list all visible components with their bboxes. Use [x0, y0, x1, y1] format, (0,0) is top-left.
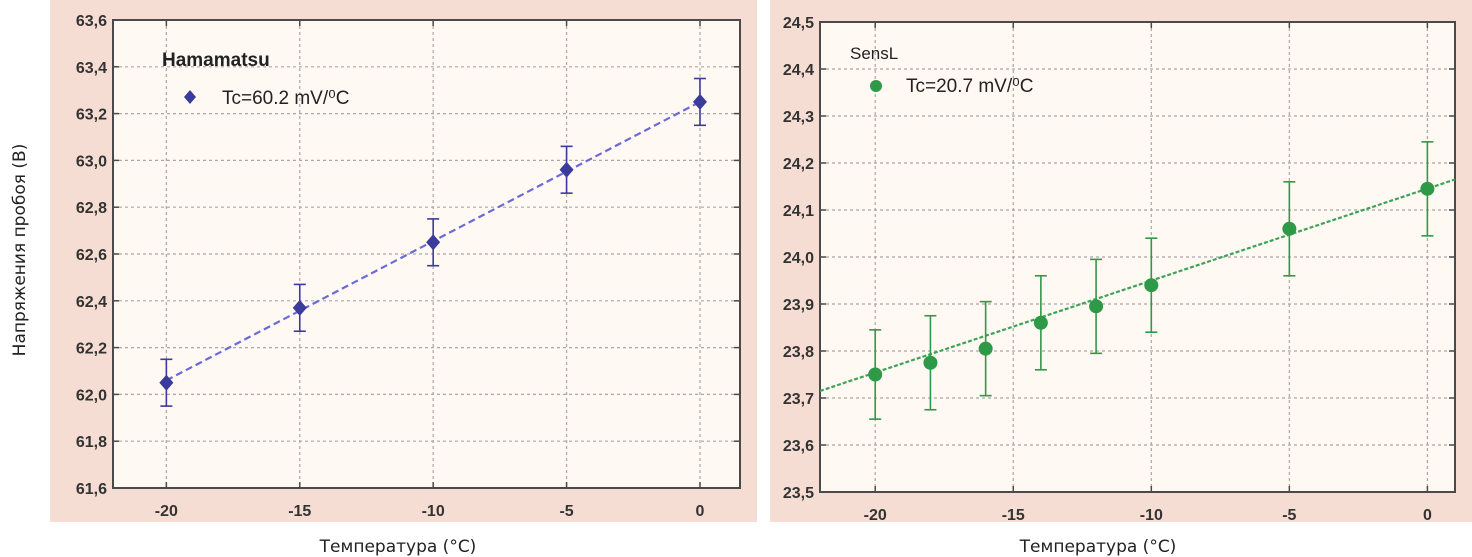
- y-tick-label: 23,8: [783, 344, 814, 361]
- y-tick-label: 61,6: [76, 481, 107, 498]
- y-tick-label: 23,6: [783, 438, 814, 455]
- y-tick-label: 23,7: [783, 391, 814, 408]
- x-tick-label: -15: [1002, 507, 1025, 524]
- y-tick-label: 23,9: [783, 297, 814, 314]
- legend-entry-label: Tc=60.2 mV/⁰C: [222, 88, 349, 109]
- y-tick-label: 24,2: [783, 156, 814, 173]
- legend-marker: [870, 80, 882, 92]
- x-tick-label: -20: [155, 503, 178, 520]
- y-tick-label: 62,8: [76, 200, 107, 217]
- chart-panel-sensl: 23,5 23,6 23,7 23,8 23,9 24,0 24,1 24,2 24,3 24,4…: [770, 0, 1472, 557]
- y-tick-label: 61,8: [76, 434, 107, 451]
- legend-entry-label: Tc=20.7 mV/⁰C: [906, 76, 1033, 97]
- data-point: [978, 341, 993, 356]
- x-tick-label: -10: [1140, 507, 1163, 524]
- x-tick-label: 0: [1423, 507, 1432, 524]
- data-point: [1144, 278, 1159, 293]
- y-axis-label: Напряжения пробоя (В): [10, 144, 30, 357]
- y-tick-label: 62,0: [76, 387, 107, 404]
- data-point: [923, 355, 938, 370]
- y-tick-label: 24,0: [783, 250, 814, 267]
- data-point: [868, 367, 883, 382]
- data-point: [1089, 299, 1104, 314]
- y-tick-label: 24,3: [783, 109, 814, 126]
- y-tick-label: 62,2: [76, 341, 107, 358]
- fit-line: [819, 178, 1456, 392]
- x-tick-label: -5: [559, 503, 573, 520]
- data-point: [426, 234, 441, 251]
- data-point: [559, 161, 574, 178]
- x-axis-label: Температура (°С): [1019, 537, 1177, 557]
- y-tick-label: 24,4: [783, 62, 814, 79]
- chart-panel-hamamatsu: 61,6 61,8 62,0 62,2 62,4 62,6 62,8 63,0 63,2 63,4…: [50, 0, 757, 557]
- data-point: [1282, 221, 1297, 236]
- x-tick-label: -20: [864, 507, 887, 524]
- data-point: [292, 299, 307, 316]
- legend-marker: [184, 90, 196, 104]
- y-tick-label: 23,5: [783, 485, 814, 502]
- y-tick-label: 63,4: [76, 60, 107, 77]
- x-axis-label: Температура (°С): [319, 537, 477, 557]
- y-tick-label: 63,2: [76, 107, 107, 124]
- y-tick-label: 62,4: [76, 294, 107, 311]
- data-point: [1033, 315, 1048, 330]
- x-tick-label: 0: [696, 503, 705, 520]
- data-point: [1420, 181, 1435, 196]
- y-tick-label: 24,1: [783, 203, 814, 220]
- y-tick-label: 63,6: [76, 13, 107, 30]
- x-tick-label: -15: [288, 503, 311, 520]
- y-tick-label: 63,0: [76, 153, 107, 170]
- data-point: [159, 374, 174, 391]
- y-tick-label: 24,5: [783, 15, 814, 32]
- legend-title: Hamamatsu: [162, 50, 270, 71]
- data-point: [692, 93, 707, 110]
- legend-title: SensL: [850, 44, 898, 63]
- x-tick-label: -10: [422, 503, 445, 520]
- x-tick-label: -5: [1282, 507, 1296, 524]
- y-tick-label: 62,6: [76, 247, 107, 264]
